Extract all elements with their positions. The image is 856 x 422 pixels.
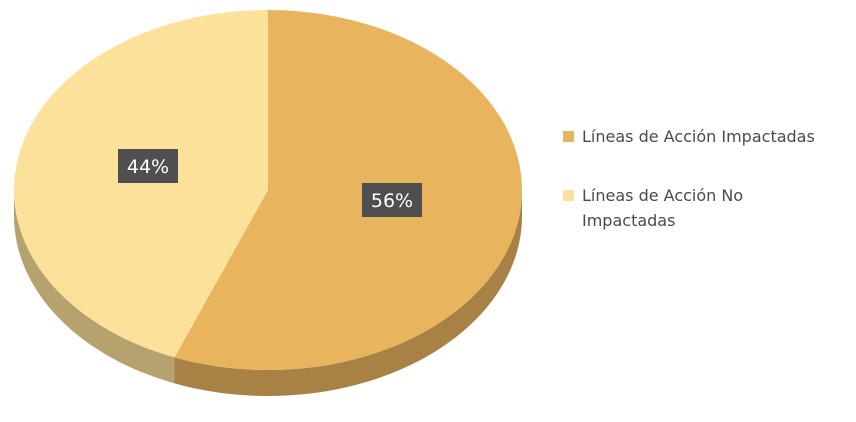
data-label-1: 44%	[118, 149, 178, 183]
legend: Líneas de Acción Impactadas Líneas de Ac…	[563, 124, 853, 267]
data-label-box-1	[118, 149, 178, 183]
pie-slice-1	[13, 10, 269, 358]
pie-slice-0	[174, 10, 522, 370]
legend-item-impactadas: Líneas de Acción Impactadas	[563, 124, 853, 149]
legend-label-impactadas: Líneas de Acción Impactadas	[582, 127, 815, 146]
pie-side-wall-0	[174, 190, 522, 397]
legend-swatch-no-impactadas	[563, 190, 574, 201]
data-label-box-0	[362, 183, 422, 217]
data-label-0: 56%	[362, 183, 422, 217]
legend-item-no-impactadas: Líneas de Acción No Impactadas	[563, 183, 853, 233]
legend-label-no-impactadas: Líneas de Acción No Impactadas	[582, 186, 744, 230]
pie-side-wall-1	[14, 190, 175, 384]
legend-swatch-impactadas	[563, 131, 574, 142]
data-label-text-0: 56%	[371, 190, 413, 212]
data-label-text-1: 44%	[127, 156, 169, 178]
